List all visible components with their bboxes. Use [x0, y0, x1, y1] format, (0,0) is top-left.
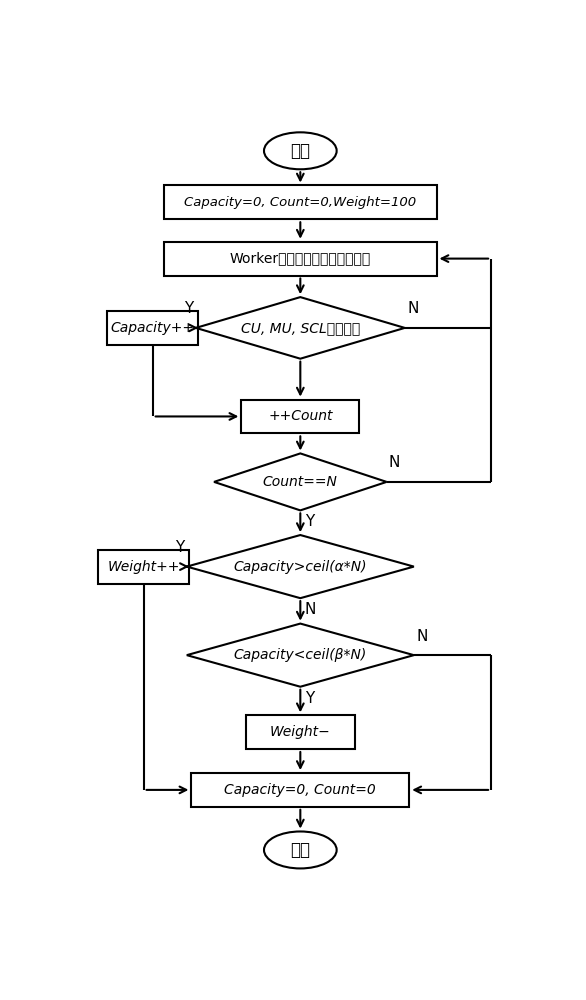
Text: CU, MU, SCL小于阀值: CU, MU, SCL小于阀值 — [241, 321, 360, 335]
Text: 开始: 开始 — [290, 142, 311, 160]
Text: N: N — [407, 301, 418, 316]
Text: Y: Y — [305, 691, 314, 706]
Text: N: N — [305, 602, 316, 617]
Text: ++Count: ++Count — [268, 409, 333, 423]
Text: Count==N: Count==N — [263, 475, 338, 489]
Text: N: N — [416, 629, 428, 644]
Text: Weight++: Weight++ — [107, 560, 180, 574]
Text: N: N — [389, 455, 400, 470]
Text: Capacity>ceil(α*N): Capacity>ceil(α*N) — [234, 560, 367, 574]
Text: 结束: 结束 — [290, 841, 311, 859]
Text: Y: Y — [305, 514, 314, 529]
Text: Y: Y — [185, 301, 193, 316]
Text: Weight−: Weight− — [270, 725, 331, 739]
Text: Capacity++: Capacity++ — [111, 321, 195, 335]
Text: Y: Y — [175, 540, 185, 555]
Text: Capacity<ceil(β*N): Capacity<ceil(β*N) — [234, 648, 367, 662]
Text: Capacity=0, Count=0,Weight=100: Capacity=0, Count=0,Weight=100 — [184, 196, 417, 209]
Text: Worker节点获取本节点资源信息: Worker节点获取本节点资源信息 — [230, 252, 371, 266]
Text: Capacity=0, Count=0: Capacity=0, Count=0 — [224, 783, 376, 797]
